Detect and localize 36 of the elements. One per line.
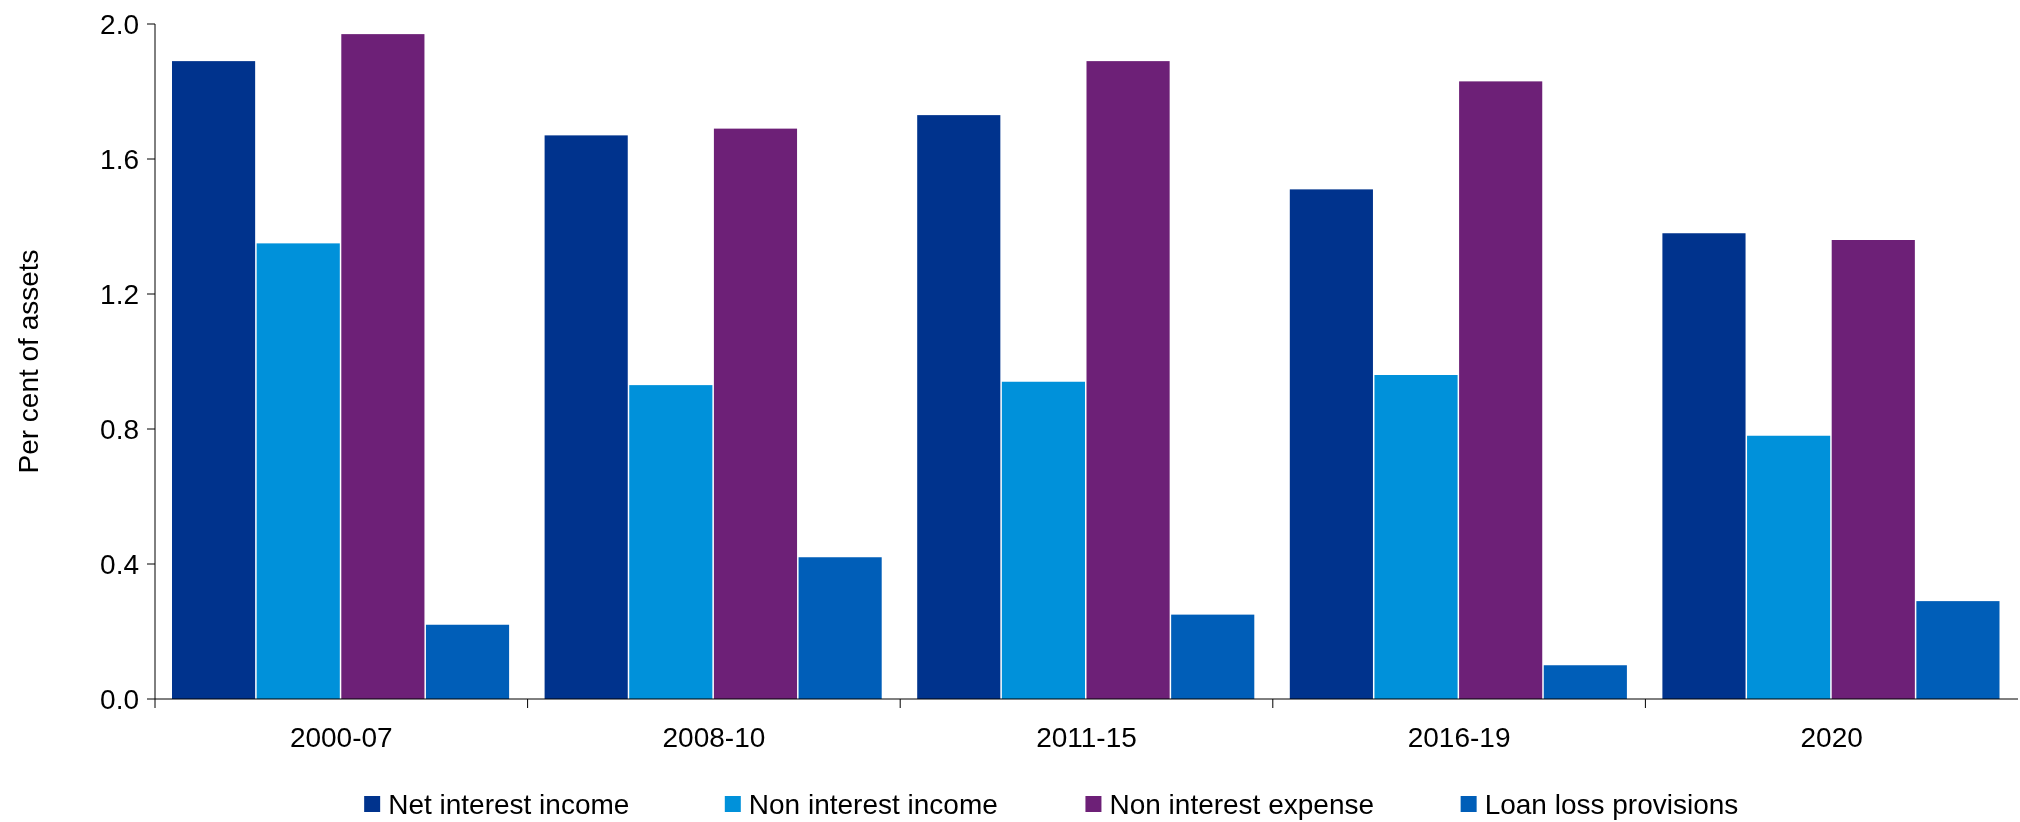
bar [917,115,1001,699]
bar [1459,81,1543,699]
bar [256,243,340,699]
bar [172,61,256,699]
bar [1916,601,2000,699]
legend-label: Non interest income [748,788,998,820]
y-tick-label: 0.4 [100,548,139,580]
x-tick-label: 2008-10 [662,722,766,753]
bar [1543,665,1627,699]
legend-label: Non interest expense [1109,788,1375,820]
y-tick-label: 1.2 [100,278,139,310]
y-tick-label: 0.8 [100,413,139,445]
bar [1374,375,1458,699]
legend-label: Loan loss provisions [1484,788,1739,820]
bar [425,624,510,699]
y-tick-label: 0.0 [100,683,139,715]
y-tick-label: 1.6 [100,143,139,175]
bar [1831,240,1915,699]
bar [1086,61,1170,699]
bar [1171,614,1255,699]
y-axis-title: Per cent of assets [13,249,44,474]
bar [1289,189,1373,699]
bar [1662,233,1746,699]
legend-label: Net interest income [388,788,630,820]
bar [629,385,713,699]
bar [341,34,425,699]
y-tick-label: 2.0 [100,8,139,40]
bar [1747,435,1831,699]
bar [713,128,798,699]
x-tick-label: 2000-07 [289,722,393,753]
x-tick-label: 2020 [1800,722,1863,753]
x-tick-label: 2011-15 [1036,722,1137,753]
bar [544,135,628,699]
x-tick-label: 2016-19 [1407,722,1511,753]
bar [1001,381,1085,699]
bar [798,557,882,699]
